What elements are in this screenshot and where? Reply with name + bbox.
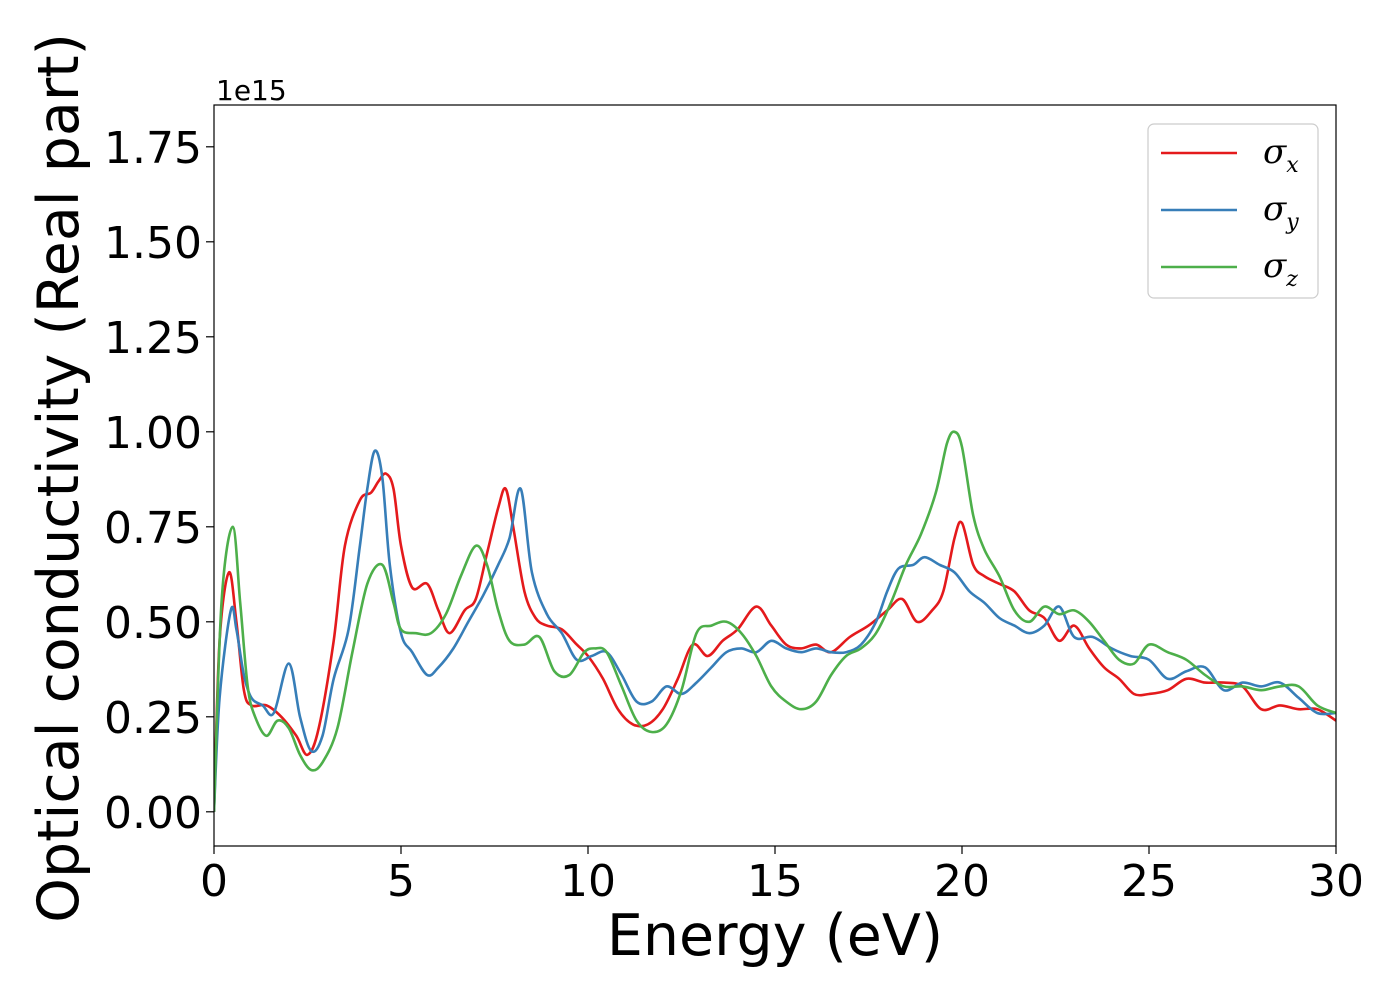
series-line-x: [214, 472, 1336, 812]
series-line-y: [214, 449, 1336, 812]
x-tick-label: 30: [1308, 856, 1364, 907]
legend-label-z: σz: [1263, 246, 1298, 292]
y-tick-label: 1.75: [104, 123, 202, 174]
x-tick-label: 20: [934, 856, 990, 907]
series-layer: [214, 430, 1336, 812]
legend: σx σy σz: [1147, 123, 1319, 299]
x-tick-label: 15: [747, 856, 803, 907]
y-tick-label: 0.75: [104, 503, 202, 554]
y-tick-label: 1.00: [104, 408, 202, 459]
legend-label-x: σx: [1263, 132, 1299, 178]
x-tick-label: 0: [200, 856, 228, 907]
y-axis-title: Optical conductivity (Real part): [26, 33, 92, 923]
series-line-z: [214, 430, 1336, 812]
x-tick-label: 10: [560, 856, 616, 907]
x-axis-title: Energy (eV): [607, 903, 943, 969]
y-axis: 0.00 0.25 0.50 0.75 1.00 1.25 1.50 1.75: [104, 123, 214, 839]
legend-label-y: σy: [1263, 189, 1299, 235]
x-axis: 0 5 10 15 20 25 30: [200, 846, 1364, 907]
y-tick-label: 0.00: [104, 788, 202, 839]
y-tick-label: 1.25: [104, 313, 202, 364]
y-tick-label: 0.50: [104, 598, 202, 649]
y-tick-label: 1.50: [104, 218, 202, 269]
x-tick-label: 25: [1121, 856, 1177, 907]
y-offset-label: 1e15: [216, 74, 287, 107]
x-tick-label: 5: [387, 856, 415, 907]
y-tick-label: 0.25: [104, 693, 202, 744]
